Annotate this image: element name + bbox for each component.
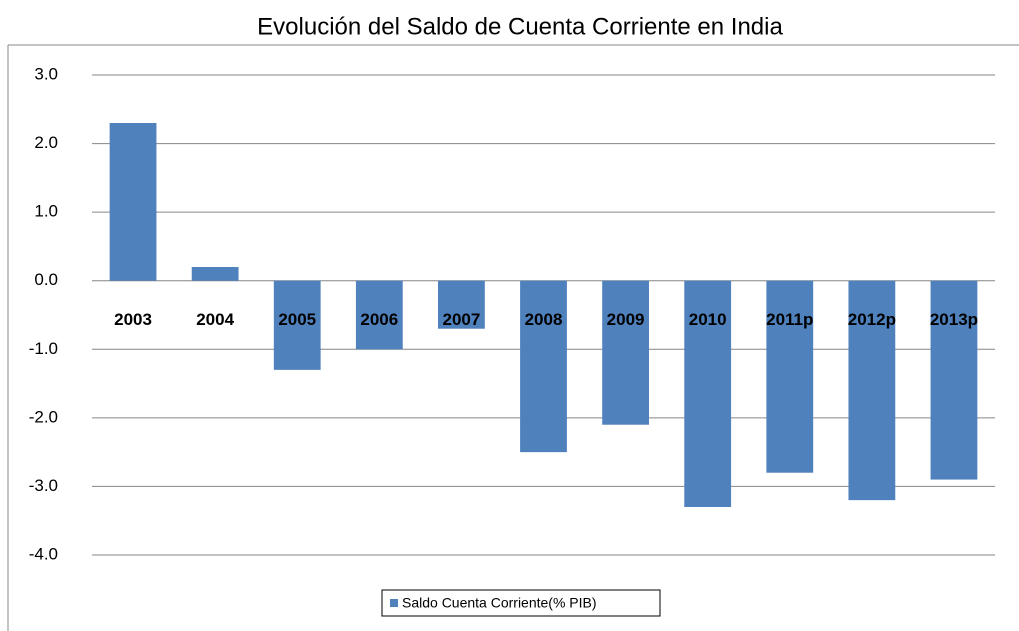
legend-box bbox=[381, 589, 661, 617]
bar bbox=[273, 280, 321, 370]
y-tick-label: -4.0 bbox=[29, 544, 58, 563]
x-tick-label: 2008 bbox=[525, 310, 563, 329]
x-tick-label: 2010 bbox=[689, 310, 727, 329]
x-tick-label: 2013p bbox=[930, 310, 978, 329]
bar bbox=[602, 280, 649, 425]
bar bbox=[930, 280, 978, 480]
bar bbox=[520, 280, 567, 453]
x-tick-label: 2003 bbox=[114, 310, 152, 329]
bar bbox=[766, 280, 814, 473]
y-tick-label: 0.0 bbox=[34, 270, 58, 289]
legend-label: Saldo Cuenta Corriente(% PIB) bbox=[402, 595, 597, 611]
x-tick-label: 2006 bbox=[360, 310, 398, 329]
y-tick-label: 3.0 bbox=[34, 64, 58, 83]
x-tick-label: 2005 bbox=[278, 310, 316, 329]
y-tick-label: -2.0 bbox=[29, 407, 58, 426]
y-tick-label: 1.0 bbox=[34, 202, 58, 221]
bar bbox=[355, 280, 403, 350]
legend-swatch bbox=[390, 599, 398, 607]
x-tick-label: 2007 bbox=[442, 310, 480, 329]
chart-title: Evolución del Saldo de Cuenta Corriente … bbox=[257, 13, 783, 40]
x-tick-label: 2009 bbox=[607, 310, 645, 329]
bar bbox=[109, 123, 157, 281]
y-tick-label: -3.0 bbox=[29, 476, 58, 495]
x-tick-label: 2004 bbox=[196, 310, 234, 329]
y-tick-label: 2.0 bbox=[34, 133, 58, 152]
bar bbox=[848, 280, 896, 501]
x-tick-label: 2012p bbox=[848, 310, 896, 329]
x-tick-label: 2011p bbox=[766, 310, 813, 329]
bar bbox=[191, 267, 239, 281]
bar bbox=[438, 280, 485, 329]
bar bbox=[684, 280, 732, 507]
y-tick-label: -1.0 bbox=[29, 339, 58, 358]
